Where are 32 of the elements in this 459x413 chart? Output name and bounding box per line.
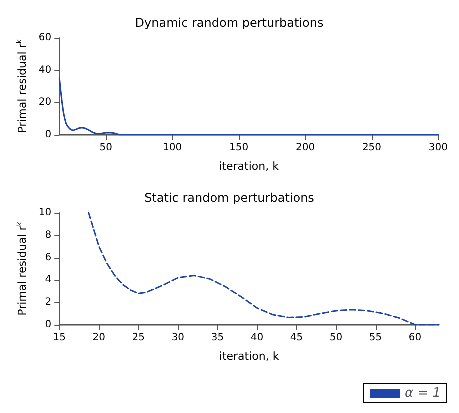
x-tick-label: 100 xyxy=(163,142,182,154)
x-tick-label: 200 xyxy=(296,142,316,154)
x-tick-label: 25 xyxy=(132,332,146,344)
y-tick-label: 2 xyxy=(45,297,52,308)
x-tick-label: 50 xyxy=(330,332,343,344)
x-tick-label: 30 xyxy=(172,332,185,344)
y-tick-label: 6 xyxy=(45,252,52,264)
y-tick-label: 20 xyxy=(38,97,52,108)
x-tick-label: 45 xyxy=(290,332,304,344)
legend-label: α = 1 xyxy=(405,386,441,401)
y-tick-label: 0 xyxy=(45,320,52,330)
y-tick-label: 10 xyxy=(38,208,52,218)
y-tick-label: 40 xyxy=(38,64,52,76)
y-tick-label: 60 xyxy=(38,32,52,44)
y-tick-label: 8 xyxy=(45,230,52,241)
line-series xyxy=(88,212,440,326)
x-tick-label: 60 xyxy=(408,332,422,344)
x-tick-label: 50 xyxy=(100,142,113,154)
y-tick-label: 0 xyxy=(45,130,52,140)
x-tick-label: 300 xyxy=(428,142,448,154)
x-tick-label: 40 xyxy=(250,332,264,344)
x-axis-title: iteration, k xyxy=(219,160,280,173)
x-tick-label: 150 xyxy=(230,142,249,154)
y-tick-label: 4 xyxy=(45,274,52,286)
x-tick-label: 15 xyxy=(53,332,66,344)
x-tick-label: 35 xyxy=(211,332,224,344)
x-tick-label: 250 xyxy=(362,142,382,154)
x-tick-label: 20 xyxy=(92,332,106,344)
chart-title: Static random perturbations xyxy=(144,191,314,205)
chart-title: Dynamic random perturbations xyxy=(135,16,324,30)
x-tick-label: 55 xyxy=(369,332,382,344)
x-axis-title: iteration, k xyxy=(219,350,280,363)
